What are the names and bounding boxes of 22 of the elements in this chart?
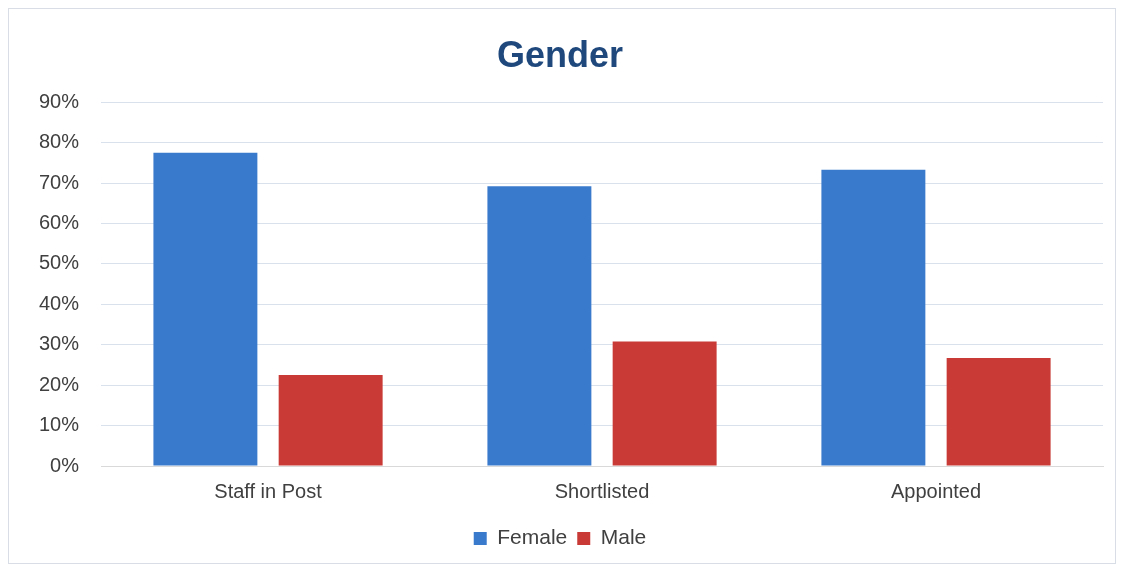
bar	[612, 341, 717, 466]
bar	[278, 375, 383, 466]
y-tick-label: 30%	[39, 332, 80, 355]
y-tick-label: 60%	[39, 210, 80, 233]
bar	[153, 152, 258, 466]
y-tick-label: 70%	[39, 170, 80, 193]
legend-label: Female	[497, 525, 568, 549]
y-tick-label: 80%	[39, 130, 80, 153]
x-tick-label: Staff in Post	[214, 479, 323, 502]
legend-label: Male	[600, 525, 647, 549]
y-tick-label: 90%	[39, 89, 80, 112]
y-tick-label: 10%	[39, 413, 80, 436]
bar	[821, 169, 926, 466]
y-tick-label: 40%	[39, 291, 80, 314]
y-tick-label: 0%	[50, 453, 80, 476]
y-tick-label: 20%	[39, 372, 80, 395]
x-tick-label: Shortlisted	[554, 479, 650, 502]
bar	[487, 186, 592, 466]
chart-title: Gender	[496, 33, 624, 75]
y-tick-label: 50%	[39, 251, 80, 274]
x-tick-label: Appointed	[890, 479, 982, 502]
bar	[946, 358, 1051, 466]
